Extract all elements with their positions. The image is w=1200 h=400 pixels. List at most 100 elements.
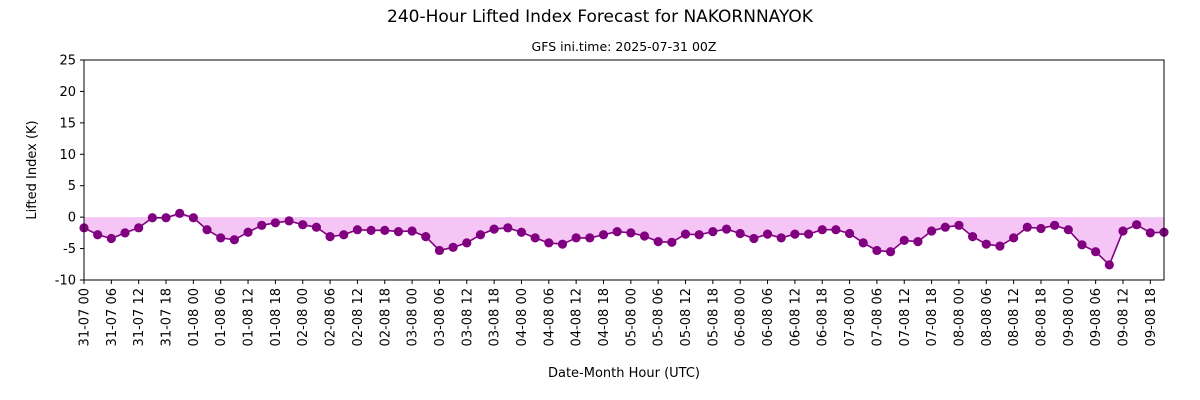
data-point bbox=[1132, 220, 1142, 230]
data-point bbox=[1050, 220, 1060, 230]
x-tick-label: 08-08 12 bbox=[1007, 288, 1022, 346]
data-point bbox=[872, 245, 882, 256]
x-tick-label: 06-08 00 bbox=[734, 288, 749, 346]
x-tick-label: 06-08 06 bbox=[761, 288, 776, 346]
data-point bbox=[653, 237, 663, 247]
data-point bbox=[680, 229, 691, 239]
x-tick-label: 01-08 00 bbox=[187, 288, 202, 346]
plot-frame bbox=[83, 59, 1165, 281]
x-tick-label: 09-08 18 bbox=[1144, 288, 1159, 346]
x-tick-label: 05-08 06 bbox=[652, 288, 667, 346]
data-point bbox=[968, 232, 978, 242]
data-point bbox=[762, 229, 773, 239]
y-tick-label: 0 bbox=[68, 211, 76, 226]
data-point bbox=[1091, 247, 1101, 257]
x-tick-label: 31-07 06 bbox=[105, 288, 120, 346]
x-tick-label: 08-08 06 bbox=[980, 288, 995, 346]
y-tick-label: -10 bbox=[55, 274, 76, 289]
data-point bbox=[1145, 228, 1155, 238]
x-tick-label: 02-08 06 bbox=[324, 288, 339, 346]
data-point bbox=[311, 222, 322, 232]
x-tick-label: 07-08 12 bbox=[898, 288, 913, 346]
data-point bbox=[776, 233, 786, 243]
data-point bbox=[229, 235, 239, 245]
x-tick-label: 06-08 12 bbox=[788, 288, 803, 346]
data-point bbox=[981, 239, 991, 249]
data-point bbox=[175, 208, 185, 218]
data-point bbox=[434, 245, 445, 256]
data-point bbox=[885, 247, 896, 257]
data-point bbox=[516, 227, 527, 237]
data-point bbox=[557, 239, 568, 249]
x-tick-label: 02-08 00 bbox=[296, 288, 311, 346]
data-point bbox=[243, 227, 253, 237]
data-point bbox=[503, 223, 513, 233]
data-point bbox=[407, 226, 417, 236]
x-tick-label: 08-08 18 bbox=[1034, 288, 1049, 346]
data-point bbox=[93, 230, 103, 240]
data-point bbox=[421, 232, 431, 242]
x-tick-label: 05-08 00 bbox=[624, 288, 639, 346]
data-point bbox=[899, 235, 909, 245]
data-point bbox=[202, 225, 212, 235]
data-point bbox=[585, 233, 595, 243]
data-point bbox=[284, 216, 294, 226]
y-tick-label: 5 bbox=[68, 179, 76, 194]
x-tick-label: 01-08 18 bbox=[269, 288, 284, 346]
data-point bbox=[257, 220, 267, 230]
data-point bbox=[749, 233, 759, 244]
data-point bbox=[147, 213, 157, 223]
data-point bbox=[612, 227, 622, 237]
x-tick-label: 05-08 18 bbox=[706, 288, 721, 346]
data-point bbox=[339, 230, 349, 240]
data-point bbox=[325, 232, 335, 242]
data-point bbox=[161, 213, 171, 223]
data-point bbox=[735, 228, 745, 239]
x-tick-label: 07-08 06 bbox=[870, 288, 885, 346]
data-point bbox=[298, 220, 308, 230]
data-point bbox=[844, 228, 855, 239]
negative-fill-area bbox=[84, 213, 1164, 265]
x-tick-label: 06-08 18 bbox=[816, 288, 831, 346]
data-point bbox=[571, 233, 581, 243]
data-point bbox=[544, 238, 554, 248]
data-point bbox=[913, 237, 923, 247]
x-tick-label: 01-08 12 bbox=[242, 288, 257, 346]
data-point bbox=[831, 225, 841, 235]
x-tick-label: 31-07 12 bbox=[132, 288, 147, 346]
data-point bbox=[1077, 240, 1087, 250]
data-point bbox=[393, 227, 404, 237]
x-tick-label: 09-08 06 bbox=[1089, 288, 1104, 346]
x-tick-label: 02-08 12 bbox=[351, 288, 366, 346]
data-point bbox=[694, 230, 704, 240]
x-tick-label: 03-08 06 bbox=[433, 288, 448, 346]
data-point bbox=[926, 226, 937, 236]
data-point bbox=[1118, 226, 1128, 236]
data-point bbox=[954, 220, 964, 230]
y-tick-label: 25 bbox=[59, 54, 76, 69]
data-point bbox=[1009, 233, 1019, 243]
data-point bbox=[708, 227, 718, 237]
data-point bbox=[366, 225, 376, 235]
x-tick-label: 04-08 00 bbox=[515, 288, 530, 346]
data-point bbox=[489, 224, 499, 234]
data-point bbox=[216, 233, 226, 243]
x-axis-label: Date-Month Hour (UTC) bbox=[548, 366, 700, 381]
y-tick-label: 10 bbox=[59, 148, 76, 163]
data-point bbox=[667, 237, 677, 247]
data-point bbox=[188, 213, 198, 223]
data-point bbox=[721, 224, 732, 234]
data-point bbox=[817, 225, 827, 235]
y-tick-label: 15 bbox=[59, 116, 76, 131]
x-tick-label: 02-08 18 bbox=[378, 288, 393, 346]
x-tick-label: 08-08 00 bbox=[952, 288, 967, 346]
x-tick-label: 04-08 06 bbox=[542, 288, 557, 346]
x-tick-label: 03-08 00 bbox=[406, 288, 421, 346]
x-tick-label: 03-08 18 bbox=[488, 288, 503, 346]
y-tick-label: 20 bbox=[59, 85, 76, 100]
data-point bbox=[380, 225, 390, 235]
x-tick-label: 31-07 00 bbox=[78, 288, 93, 346]
x-tick-label: 01-08 06 bbox=[214, 288, 229, 346]
data-point bbox=[626, 228, 636, 238]
